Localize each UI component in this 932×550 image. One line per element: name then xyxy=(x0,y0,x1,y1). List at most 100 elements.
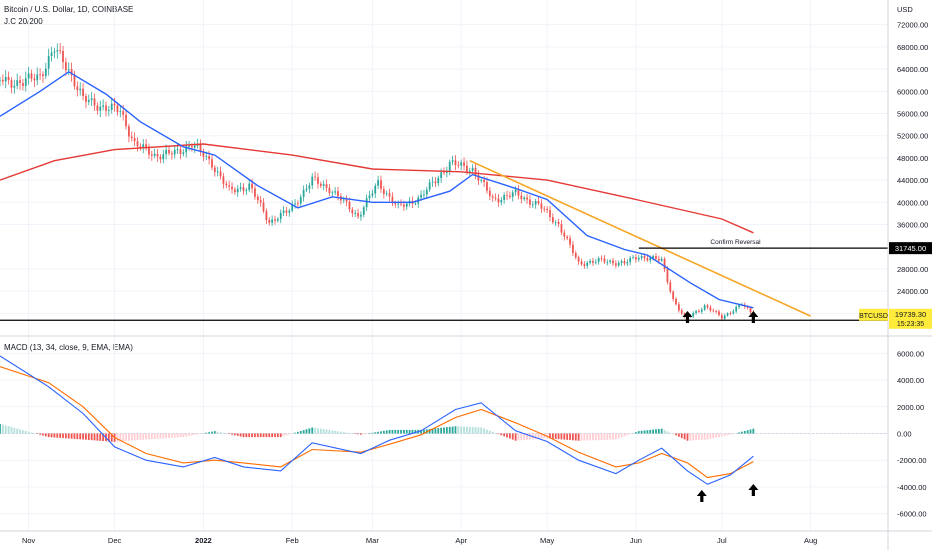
candle-body xyxy=(345,199,348,202)
macd-histogram-bar xyxy=(540,433,543,439)
macd-histogram-bar xyxy=(10,426,13,434)
macd-histogram-bar xyxy=(517,433,520,441)
candle-body xyxy=(213,167,216,172)
macd-histogram-bar xyxy=(609,433,612,440)
candle-body xyxy=(271,219,274,223)
candle-body xyxy=(474,167,477,175)
macd-histogram-bar xyxy=(133,433,136,441)
macd-histogram-bar xyxy=(33,433,36,434)
time-tick-label: 2022 xyxy=(195,536,212,545)
macd-histogram-bar xyxy=(572,433,574,441)
candle-body xyxy=(234,189,236,193)
candle-body xyxy=(351,209,354,214)
candle-body xyxy=(374,185,377,194)
macd-histogram-bar xyxy=(125,433,127,442)
candle-body xyxy=(732,311,735,314)
price-tick-label: 28000.00 xyxy=(897,265,928,274)
macd-histogram-bar xyxy=(136,433,139,441)
macd-histogram-bar xyxy=(308,428,311,434)
macd-histogram-bar xyxy=(27,431,30,434)
time-tick-label: Dec xyxy=(108,536,122,545)
candle-body xyxy=(712,310,715,312)
macd-histogram-bar xyxy=(543,433,546,439)
macd-histogram-bar xyxy=(709,433,712,439)
sma20-line xyxy=(0,70,754,309)
macd-histogram-bar xyxy=(191,433,193,436)
macd-histogram-bar xyxy=(514,433,517,441)
macd-histogram-bar xyxy=(474,427,477,434)
price-tick-label: 60000.00 xyxy=(897,87,928,96)
macd-histogram-bar xyxy=(500,433,503,436)
macd-histogram-bar xyxy=(732,433,735,434)
candle-body xyxy=(128,126,130,137)
macd-tick-label: 0.00 xyxy=(897,430,912,439)
macd-histogram-bar xyxy=(7,426,10,434)
macd-histogram-bar xyxy=(208,432,210,434)
macd-histogram-bar xyxy=(348,433,351,434)
macd-histogram-bar xyxy=(119,433,122,442)
macd-histogram-bar xyxy=(159,433,162,439)
candle-body xyxy=(563,232,566,237)
candle-body xyxy=(637,257,640,260)
candle-body xyxy=(666,269,669,283)
candle-body xyxy=(520,195,523,200)
macd-histogram-bar xyxy=(663,430,666,434)
macd-histogram-bar xyxy=(486,429,488,434)
candle-body xyxy=(443,172,445,174)
candle-body xyxy=(236,188,239,193)
macd-histogram-bar xyxy=(93,433,96,441)
macd-pane xyxy=(0,355,759,502)
macd-histogram-bar xyxy=(603,433,606,440)
macd-histogram-bar xyxy=(680,433,683,439)
candle-body xyxy=(119,111,122,112)
macd-histogram-bar xyxy=(76,433,79,440)
candle-body xyxy=(231,186,233,190)
macd-histogram-bar xyxy=(729,433,732,435)
candle-body xyxy=(53,51,56,53)
candle-body xyxy=(425,189,428,195)
candle-body xyxy=(228,185,231,187)
time-tick-label: Apr xyxy=(455,536,467,545)
time-tick-label: Mar xyxy=(366,536,379,545)
candle-body xyxy=(597,258,600,262)
candle-body xyxy=(672,291,675,299)
macd-histogram-bar xyxy=(39,433,41,435)
macd-histogram-bar xyxy=(692,433,695,441)
macd-histogram-bar xyxy=(245,433,248,438)
candle-body xyxy=(199,144,202,152)
candle-body xyxy=(549,210,551,218)
candle-body xyxy=(348,201,351,210)
candle-body xyxy=(342,199,345,201)
macd-histogram-bar xyxy=(508,433,511,439)
candle-body xyxy=(251,183,253,189)
macd-histogram-bar xyxy=(586,433,589,441)
candle-body xyxy=(314,176,316,178)
macd-histogram-bar xyxy=(463,426,465,434)
macd-histogram-bar xyxy=(715,433,718,438)
candle-body xyxy=(102,105,105,107)
macd-histogram-bar xyxy=(193,433,196,435)
candle-body xyxy=(179,149,182,154)
candle-body xyxy=(663,258,666,270)
macd-histogram-bar xyxy=(205,432,208,434)
candle-body xyxy=(50,52,53,57)
candle-body xyxy=(365,198,368,208)
macd-histogram-bar xyxy=(357,433,359,435)
candle-body xyxy=(514,189,517,193)
candle-body xyxy=(466,165,468,172)
macd-histogram-bar xyxy=(328,430,331,434)
candle-body xyxy=(640,256,643,258)
macd-histogram-bar xyxy=(534,433,537,440)
candle-body xyxy=(360,214,362,217)
candle-body xyxy=(543,208,546,210)
candle-body xyxy=(311,176,314,186)
candle-body xyxy=(643,256,646,259)
candle-body xyxy=(583,264,586,266)
macd-histogram-bar xyxy=(749,429,752,434)
macd-histogram-bar xyxy=(660,428,663,434)
macd-histogram-bar xyxy=(388,429,391,434)
macd-histogram-bar xyxy=(377,431,380,434)
macd-histogram-bar xyxy=(4,425,7,434)
macd-histogram-bar xyxy=(448,426,451,434)
